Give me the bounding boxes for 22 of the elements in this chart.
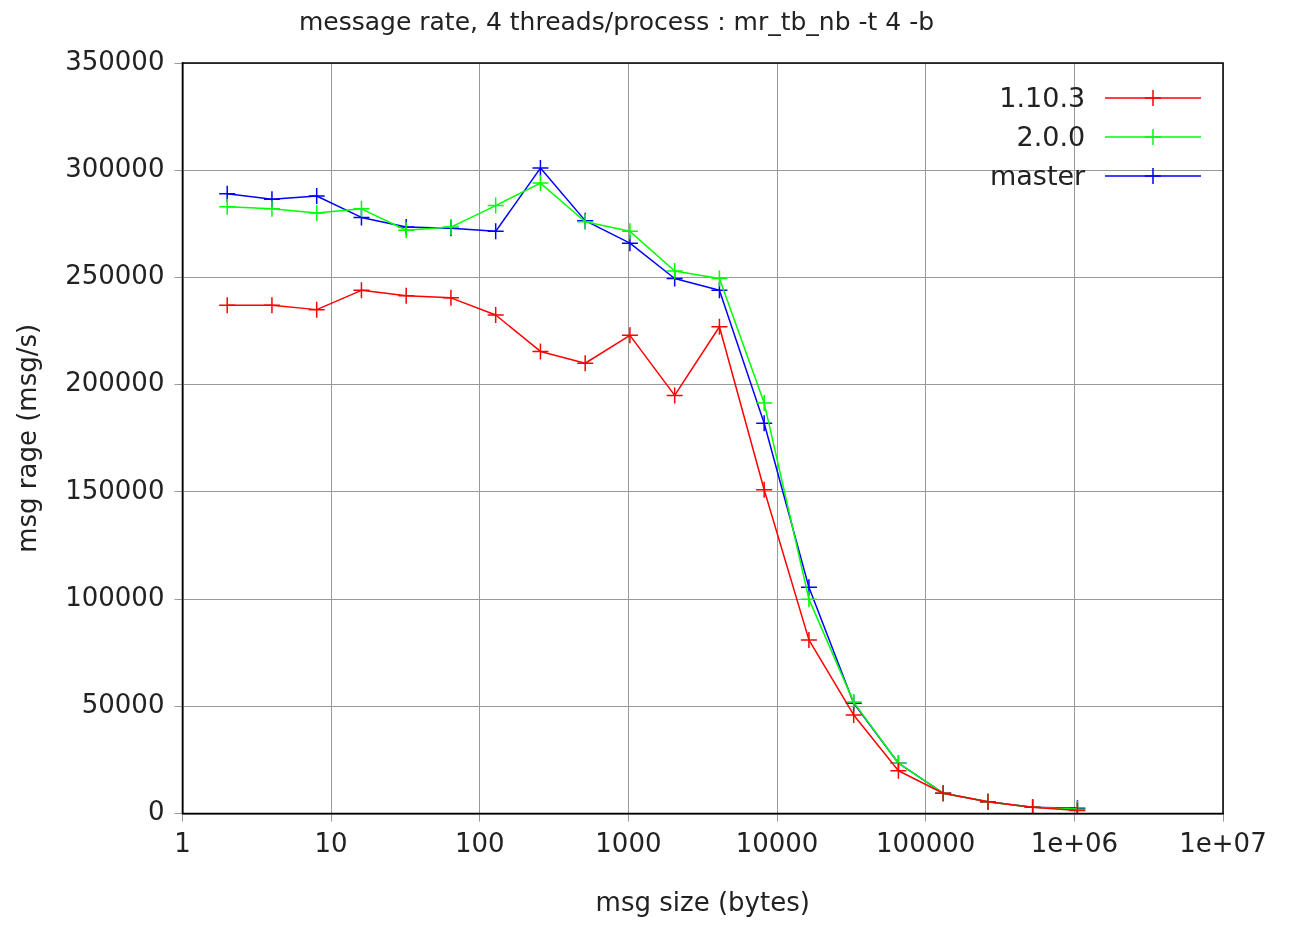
x-tick-label: 1e+07 — [1179, 827, 1267, 858]
x-tick-label: 100 — [454, 827, 505, 858]
y-tick-label: 300000 — [65, 152, 165, 183]
x-tick-label: 10 — [314, 827, 348, 858]
x-tick-label: 100000 — [876, 827, 976, 858]
y-tick-label: 100000 — [65, 581, 165, 612]
legend-label: 1.10.3 — [999, 82, 1086, 113]
y-axis-title: msg rage (msg/s) — [12, 323, 43, 553]
y-tick-label: 150000 — [65, 474, 165, 505]
y-tick-label: 250000 — [65, 260, 165, 291]
y-tick-label: 0 — [147, 796, 165, 827]
y-tick-label: 50000 — [81, 689, 165, 720]
chart-title: message rate, 4 threads/process : mr_tb_nb -t 4 -b — [298, 6, 935, 36]
legend-label: 2.0.0 — [1016, 121, 1086, 152]
y-tick-label: 350000 — [65, 45, 165, 76]
x-tick-label: 1e+06 — [1030, 827, 1119, 858]
x-tick-label: 1000 — [595, 827, 662, 858]
x-tick-label: 1 — [174, 827, 191, 858]
y-tick-label: 200000 — [65, 367, 165, 398]
x-axis-title: msg size (bytes) — [595, 887, 810, 918]
legend-label: master — [990, 160, 1086, 191]
x-tick-label: 10000 — [735, 827, 819, 858]
